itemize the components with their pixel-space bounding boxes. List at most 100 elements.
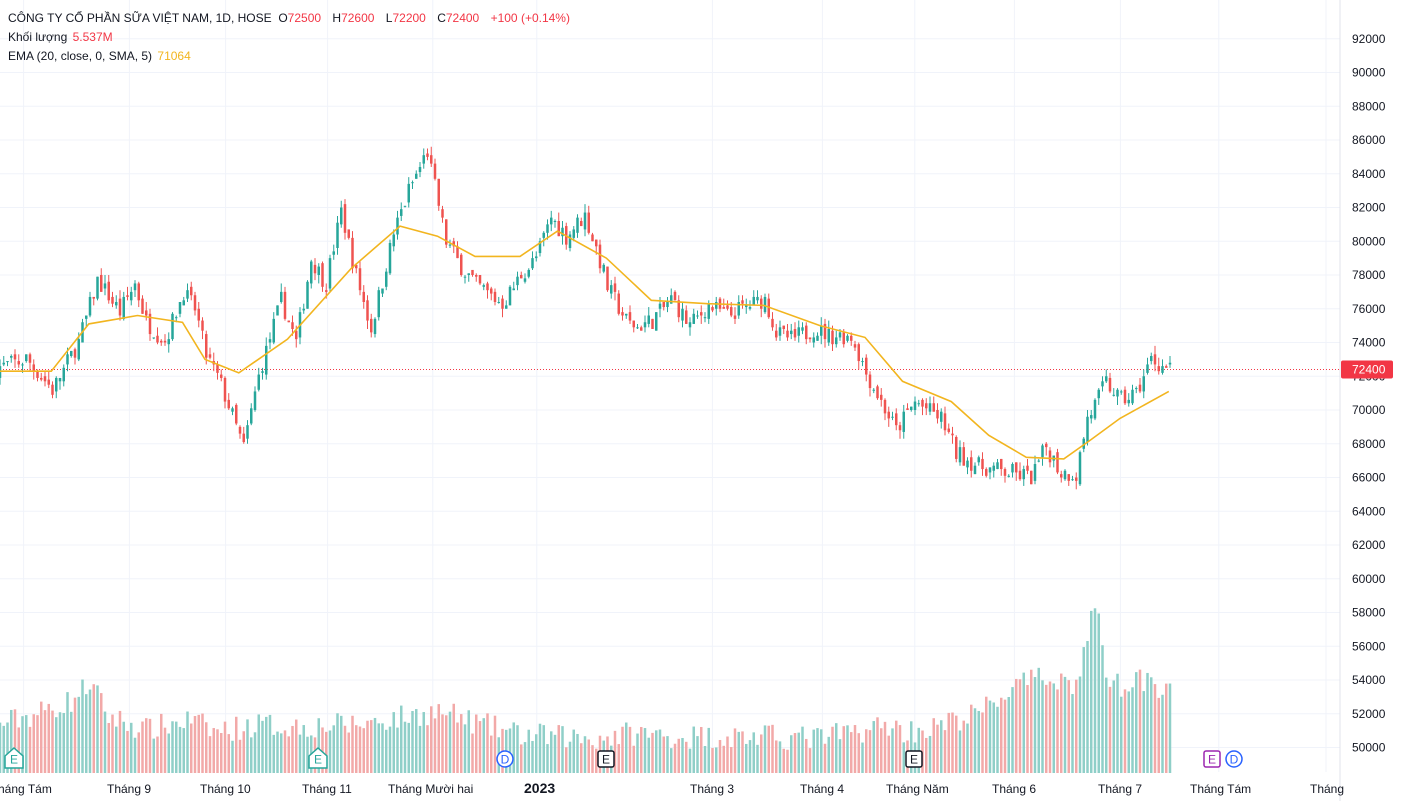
candle-body — [310, 261, 313, 284]
volume-bar — [1011, 687, 1014, 773]
candle-body — [1161, 366, 1164, 373]
candle-body — [775, 330, 778, 338]
volume-bar — [883, 721, 887, 773]
volume-bar — [962, 720, 965, 773]
candle-body — [1022, 469, 1025, 480]
volume-bar — [651, 732, 654, 773]
volume-bar — [77, 696, 80, 773]
dividend-marker[interactable]: D — [496, 750, 514, 768]
candle-body — [208, 354, 212, 358]
volume-bar — [557, 725, 560, 773]
volume-bar — [205, 722, 208, 773]
candle-body — [426, 153, 429, 157]
candle-body — [1093, 399, 1097, 419]
earnings-marker[interactable]: E — [905, 750, 923, 768]
candle-body — [182, 300, 185, 306]
volume-bar — [197, 714, 200, 773]
volume-bar — [853, 725, 857, 773]
last-price-value: 72400 — [1352, 363, 1386, 377]
candle-body — [951, 433, 954, 436]
candle-body — [118, 298, 122, 316]
volume-bar — [1018, 679, 1022, 773]
candle-body — [415, 173, 418, 179]
volume-bar — [1041, 680, 1044, 773]
volume-bar — [992, 702, 995, 773]
volume-bar — [58, 712, 62, 773]
candle-body — [471, 269, 474, 275]
candle-body — [778, 327, 782, 336]
volume-bar — [201, 713, 204, 773]
time-tick-label: Tháng Mười hai — [388, 782, 473, 796]
candle-body — [677, 300, 680, 318]
candle-body — [295, 330, 298, 340]
volume-bar — [441, 714, 444, 773]
candle-body — [381, 288, 384, 294]
candle-body — [913, 401, 917, 410]
volume-bar — [790, 735, 793, 773]
price-tick-label: 70000 — [1352, 403, 1386, 417]
volume-bar — [973, 708, 977, 773]
candle-body — [265, 345, 268, 375]
volume-label[interactable]: Khối lượng — [8, 30, 68, 44]
candle-body — [1071, 479, 1074, 481]
volume-bar — [0, 722, 2, 773]
candle-body — [490, 288, 493, 294]
candle-body — [842, 332, 845, 345]
volume-bar — [145, 718, 148, 773]
price-tick-label: 54000 — [1352, 673, 1386, 687]
volume-bar — [865, 729, 868, 773]
candle-body — [377, 290, 380, 318]
candle-body — [70, 350, 73, 356]
candle-body — [782, 325, 785, 329]
legend-symbol-row: CÔNG TY CỔ PHẦN SỮA VIỆT NAM, 1D, HOSE O… — [8, 9, 570, 28]
candle-body — [598, 244, 602, 269]
volume-bar — [193, 716, 197, 773]
candle-body — [992, 465, 995, 471]
candle-body — [362, 291, 365, 302]
candle-body — [343, 204, 347, 233]
volume-bar — [820, 729, 823, 773]
candle-body — [175, 317, 178, 319]
ema-label[interactable]: EMA (20, close, 0, SMA, 5) — [8, 49, 153, 63]
candle-body — [853, 344, 857, 348]
candle-body — [418, 167, 422, 173]
time-tick-label: Tháng 6 — [992, 782, 1036, 796]
candle-body — [880, 394, 883, 400]
volume-bar — [823, 743, 827, 773]
volume-bar — [32, 714, 35, 773]
volume-bar — [745, 743, 748, 773]
earnings-marker[interactable]: E — [308, 746, 328, 769]
candle-body — [572, 229, 575, 238]
volume-bar — [550, 731, 553, 773]
candle-body — [227, 399, 230, 409]
volume-bar — [805, 738, 808, 773]
candle-body — [715, 302, 718, 309]
earnings-marker[interactable]: E — [4, 746, 24, 769]
candle-body — [280, 291, 283, 302]
volume-bar — [1138, 669, 1142, 773]
candlesticks — [0, 146, 1172, 490]
volume-bar — [898, 725, 902, 773]
volume-bar — [1161, 694, 1164, 773]
candle-body — [816, 335, 819, 341]
volume-bar — [381, 723, 384, 773]
price-tick-label: 86000 — [1352, 133, 1386, 147]
earnings-marker[interactable]: E — [597, 750, 615, 768]
candle-body — [283, 291, 287, 319]
symbol-title[interactable]: CÔNG TY CỔ PHẦN SỮA VIỆT NAM, 1D, HOSE — [8, 11, 272, 25]
dividend-marker[interactable]: D — [1225, 750, 1243, 768]
volume-bar — [1030, 669, 1033, 773]
candle-body — [1116, 389, 1119, 397]
candle-body — [812, 337, 815, 343]
volume-bar — [782, 748, 785, 773]
volume-bar — [568, 741, 572, 773]
volume-bar — [520, 744, 523, 773]
candle-body — [640, 327, 643, 331]
earnings-marker[interactable]: E — [1203, 750, 1221, 768]
volume-bar — [250, 737, 253, 773]
candle-body — [966, 460, 969, 468]
candle-body — [553, 221, 557, 222]
volume-bar — [872, 721, 875, 773]
candle-body — [846, 335, 849, 341]
